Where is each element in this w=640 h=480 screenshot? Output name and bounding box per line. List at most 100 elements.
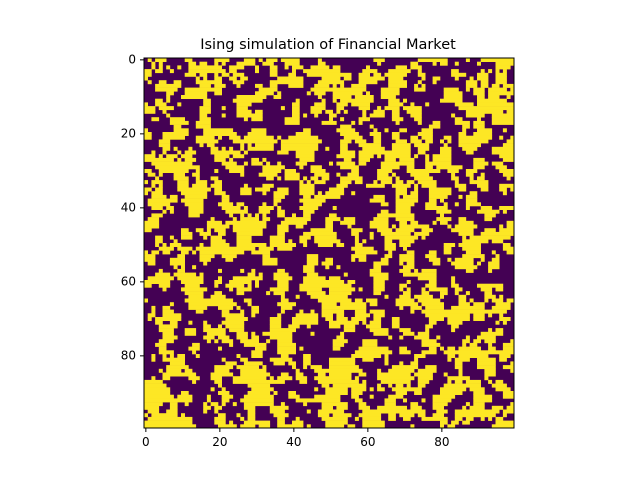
heatmap-cell-run [203,402,208,407]
heatmap-cell-run [454,287,463,292]
heatmap-cell-run [366,298,378,303]
heatmap-cell-run [425,365,437,370]
heatmap-cell-run [506,109,515,114]
heatmap-cell-run [188,346,200,351]
heatmap-cell-run [166,113,171,118]
heatmap-cell-run [184,87,222,92]
heatmap-cell-run [473,87,485,92]
heatmap-cell-run [225,324,245,329]
heatmap-cell-run [236,365,259,370]
heatmap-cell-run [310,165,322,170]
heatmap-cell-run [240,339,259,344]
heatmap-cell-run [295,313,319,318]
heatmap-cell-run [314,91,326,96]
heatmap-cell-run [229,135,241,140]
heatmap-cell-run [184,150,197,155]
heatmap-cell-run [214,291,222,296]
heatmap-cell-run [391,135,400,140]
heatmap-cell-run [177,276,204,281]
heatmap-cell-run [502,394,515,399]
heatmap-cell-run [329,365,359,370]
heatmap-cell-run [377,106,382,111]
heatmap-cell-run [373,276,389,281]
heatmap-cell-run [473,91,485,96]
heatmap-cell-run [195,246,256,251]
heatmap-cell-run [362,409,426,414]
heatmap-cell-run [495,72,507,77]
heatmap-cell-run [203,76,208,81]
heatmap-cell-run [199,257,211,262]
heatmap-cell-run [502,172,515,177]
heatmap-cell-run [195,176,200,181]
heatmap-cell-run [277,76,304,81]
heatmap-cell-run [269,80,304,85]
heatmap-cell-run [181,280,204,284]
heatmap-cell-run [214,228,226,233]
heatmap-cell-run [414,154,419,159]
heatmap-cell-run [247,409,256,414]
heatmap-cell-run [203,409,208,414]
heatmap-cell-run [391,317,400,321]
heatmap-cell-run [484,339,496,344]
heatmap-cell-run [262,213,267,218]
heatmap-cell-run [465,402,470,407]
heatmap-cell-run [321,309,345,314]
heatmap-cell-run [391,320,400,325]
heatmap-cell-run [243,405,256,410]
heatmap-cell-run [240,372,271,377]
heatmap-cell-run [421,339,437,344]
heatmap-cell-run [232,72,245,77]
heatmap-cell-run [491,305,511,310]
heatmap-cell-run [225,220,267,225]
heatmap-cell-run [162,250,171,255]
heatmap-cell-run [325,191,345,196]
heatmap-cell-run [158,139,171,144]
heatmap-cell-run [451,261,474,266]
heatmap-cell-run [395,139,407,144]
heatmap-cell-run [188,376,200,381]
heatmap-cell-run [484,376,489,381]
heatmap-cell-run [403,246,407,251]
heatmap-cell-run [329,372,352,377]
heatmap-cell-run [395,187,407,192]
heatmap-cell-run [303,176,308,181]
heatmap-cell-run [358,150,411,155]
heatmap-cell-run [218,231,226,236]
heatmap-cell-run [399,350,411,355]
heatmap-cell-run [473,391,485,395]
heatmap-cell-run [343,109,348,114]
heatmap-cell-run [506,224,515,229]
heatmap-cell-run [210,376,222,381]
heatmap-cell-run [144,250,148,255]
heatmap-cell-run [303,209,315,214]
heatmap-cell-run [447,424,456,429]
heatmap-cell-run [188,146,193,151]
heatmap-cell-run [358,72,370,77]
heatmap-cell-run [440,98,463,103]
heatmap-cell-run [329,324,341,329]
heatmap-cell-run [144,387,171,392]
heatmap-cell-run [240,213,245,218]
heatmap-cell-run [354,416,359,421]
heatmap-cell-run [169,243,182,247]
heatmap-cell-run [277,268,285,273]
heatmap-cell-run [428,198,437,203]
heatmap-cell-run [477,61,481,66]
heatmap-cell-run [236,202,245,207]
heatmap-cell-run [358,157,370,162]
heatmap-cell-run [473,339,481,344]
heatmap-cell-run [340,150,356,155]
heatmap-cell-run [436,165,463,170]
heatmap-cell-run [477,335,496,340]
heatmap-cell-run [362,113,367,118]
heatmap-cell-run [480,172,485,177]
heatmap-cell-run [347,224,352,229]
heatmap-cell-run [332,83,337,88]
heatmap-cell-run [491,120,515,125]
heatmap-cell-run [458,354,489,358]
heatmap-cell-run [380,91,400,96]
heatmap-cell-run [440,61,448,66]
heatmap-cell-run [144,379,163,384]
heatmap-cell-run [295,161,308,166]
